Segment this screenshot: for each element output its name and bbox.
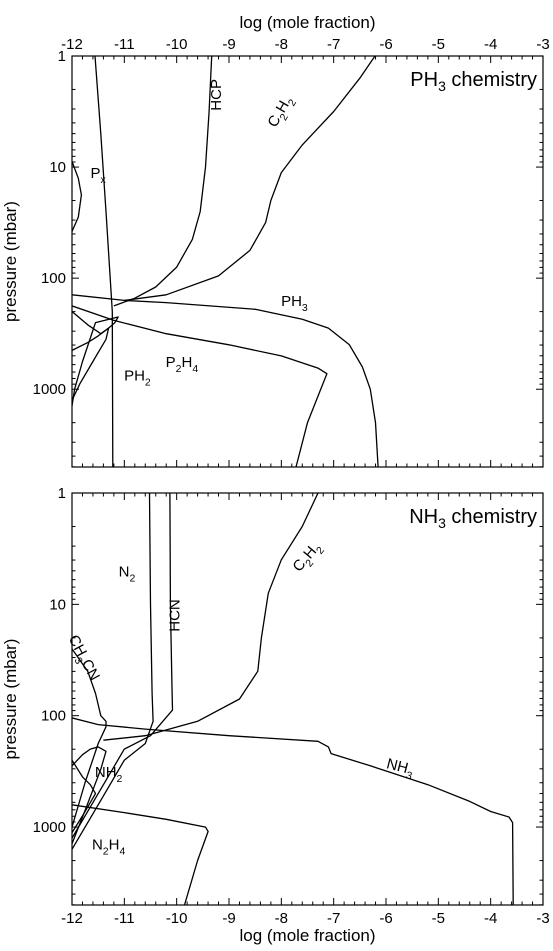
plot-frame [71, 492, 544, 906]
curve-label: NH2 [95, 764, 123, 785]
y-tick-label: 1 [58, 48, 66, 65]
series-line [72, 311, 110, 401]
x-tick-label: -11 [114, 910, 135, 927]
curve-label: CH3CN [61, 632, 103, 685]
series-line [72, 161, 83, 232]
series-p2h4-line [72, 305, 328, 467]
panel-title: NH3 chemistry [409, 506, 537, 531]
curve-label: P2H4 [166, 354, 199, 375]
curve-label: PH2 [124, 367, 151, 388]
x-tick-label: -5 [432, 910, 445, 927]
panel-title: PH3 chemistry [410, 69, 537, 94]
x-tick-label: -3 [536, 910, 549, 927]
curve-label: C2H2 [264, 93, 299, 133]
x-axis-title: log (mole fraction) [239, 926, 375, 945]
x-tick-label: -8 [275, 36, 288, 53]
y-tick-label: 100 [41, 270, 66, 287]
series-nh2-line [72, 746, 107, 845]
x-tick-label: -5 [432, 36, 445, 53]
y-tick-label: 1000 [33, 819, 66, 836]
x-tick-label: -10 [166, 36, 188, 53]
plot-frame [71, 55, 544, 468]
series-n2h4-line [72, 804, 209, 905]
curve-label: C2H2 [289, 539, 327, 578]
series-ph2-line [72, 316, 119, 406]
x-tick-label: -10 [166, 910, 188, 927]
panel-nh3: -12 -11 -10 -9 -8 -7 -6 -5 -4 -3 log (mole fractio… [1, 485, 550, 945]
y-tick-label: 1000 [33, 381, 66, 398]
y-tick-label: 10 [49, 159, 66, 176]
curve-label: N2 [119, 564, 136, 585]
curve-label: PH3 [281, 293, 308, 314]
x-tick-label: -9 [222, 36, 235, 53]
curve-label: HCP [208, 79, 225, 111]
x-tick-label: -6 [379, 910, 392, 927]
panel-ph3: -12 -11 -10 -9 -8 -7 -6 -5 -4 -3 log (mole fractio… [1, 13, 550, 468]
series-n2-line [72, 493, 154, 850]
series-ph3-line [72, 294, 379, 467]
curve-label: N2H4 [92, 836, 126, 857]
x-tick-label: -7 [327, 910, 340, 927]
x-tick-label: -11 [114, 36, 135, 53]
series-hcn-line [72, 493, 174, 839]
x-tick-label: -6 [379, 36, 392, 53]
y-tick-label: 100 [41, 708, 66, 725]
y-axis-title: pressure (mbar) [1, 639, 20, 760]
x-tick-label: -12 [61, 36, 83, 53]
y-axis-title: pressure (mbar) [1, 201, 20, 322]
x-tick-label: -12 [61, 910, 83, 927]
y-tick-label: 10 [49, 596, 66, 613]
x-tick-label: -8 [275, 910, 288, 927]
y-tick-label: 1 [58, 485, 66, 502]
series-c2h2-line [103, 493, 319, 741]
x-axis-title: log (mole fraction) [239, 13, 375, 32]
x-tick-label: -3 [536, 36, 549, 53]
curve-label: Px [91, 165, 107, 186]
series-ch3cn-line [72, 648, 107, 828]
series-px-line [94, 56, 114, 467]
series-line [72, 759, 97, 833]
curve-label: NH3 [384, 755, 416, 782]
series-nh3-line [72, 717, 514, 905]
curve-label: HCN [166, 599, 183, 632]
x-tick-label: -4 [484, 36, 497, 53]
x-tick-label: -7 [327, 36, 340, 53]
series-hcp-line [113, 56, 213, 307]
x-tick-label: -4 [484, 910, 497, 927]
x-tick-label: -9 [222, 910, 235, 927]
series-c2h2-line [124, 56, 376, 302]
